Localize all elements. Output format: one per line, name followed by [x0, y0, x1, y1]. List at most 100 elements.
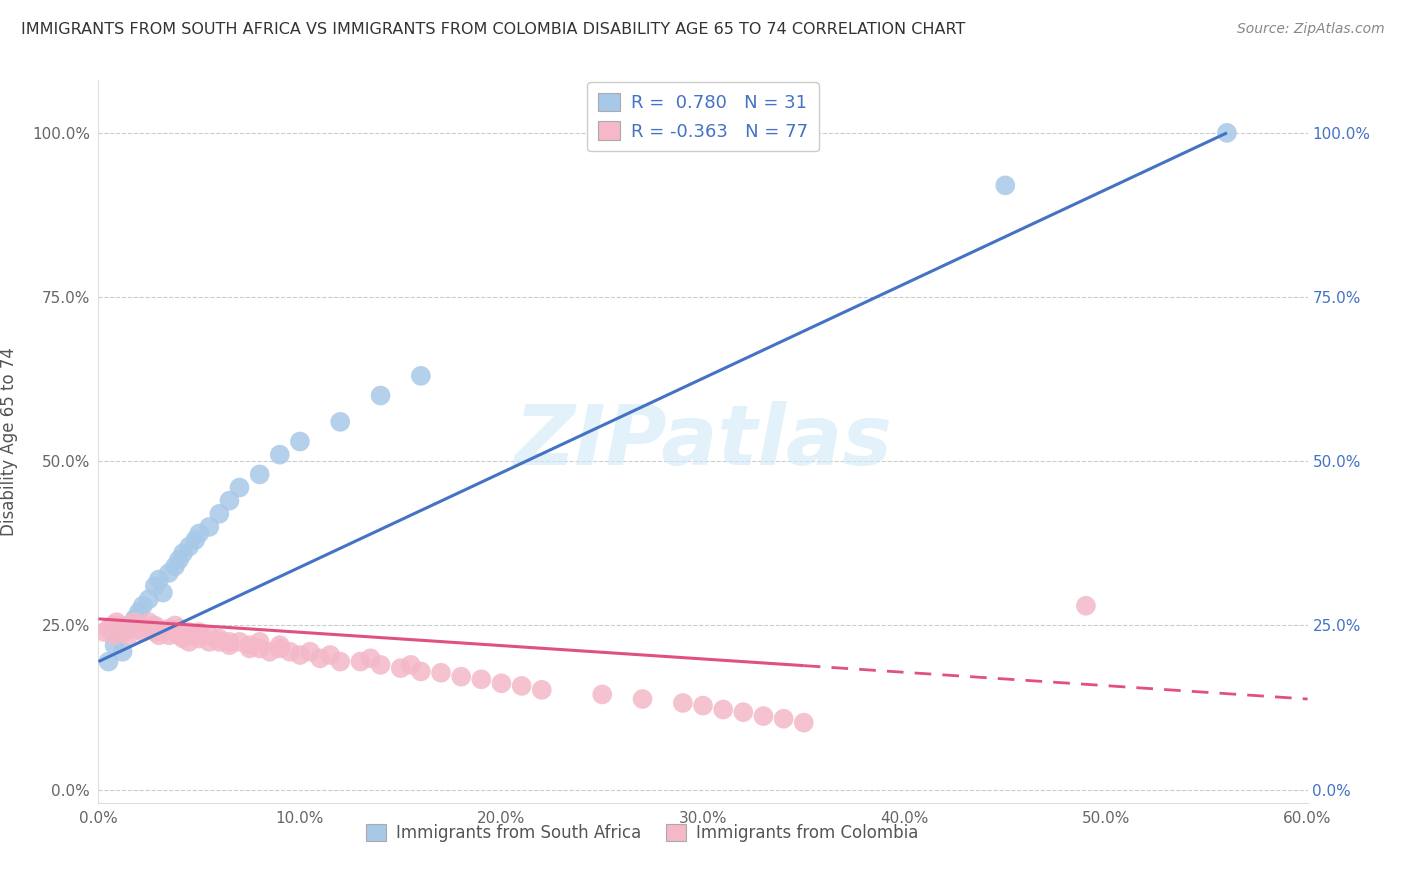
Point — [97, 622, 120, 636]
Point — [269, 448, 291, 462]
Point — [360, 651, 382, 665]
Point — [349, 655, 371, 669]
Point — [239, 641, 262, 656]
Point — [188, 526, 211, 541]
Point — [711, 702, 734, 716]
Point — [179, 635, 201, 649]
Point — [184, 533, 207, 547]
Point — [188, 632, 211, 646]
Point — [107, 625, 129, 640]
Point — [124, 622, 146, 636]
Point — [218, 638, 240, 652]
Point — [152, 625, 174, 640]
Point — [399, 657, 422, 672]
Point — [208, 507, 231, 521]
Point — [128, 622, 150, 636]
Point — [208, 632, 231, 646]
Point — [124, 615, 146, 630]
Point — [510, 679, 533, 693]
Point — [167, 622, 190, 636]
Point — [128, 618, 150, 632]
Point — [143, 579, 166, 593]
Point — [370, 657, 392, 672]
Point — [218, 493, 240, 508]
Point — [269, 638, 291, 652]
Point — [752, 709, 775, 723]
Point — [114, 625, 136, 640]
Point — [530, 682, 553, 697]
Point — [299, 645, 322, 659]
Point — [409, 368, 432, 383]
Point — [124, 612, 146, 626]
Point — [143, 618, 166, 632]
Point — [733, 705, 755, 719]
Point — [793, 715, 815, 730]
Point — [163, 625, 186, 640]
Point — [118, 618, 141, 632]
Point — [118, 618, 141, 632]
Point — [491, 676, 513, 690]
Point — [179, 540, 201, 554]
Point — [278, 645, 301, 659]
Point — [249, 635, 271, 649]
Point — [163, 559, 186, 574]
Point — [450, 670, 472, 684]
Point — [148, 573, 170, 587]
Point — [179, 625, 201, 640]
Point — [269, 641, 291, 656]
Point — [470, 673, 492, 687]
Point — [198, 628, 221, 642]
Point — [631, 692, 654, 706]
Point — [370, 388, 392, 402]
Point — [148, 622, 170, 636]
Point — [208, 635, 231, 649]
Point — [152, 585, 174, 599]
Point — [167, 553, 190, 567]
Point — [1074, 599, 1097, 613]
Point — [249, 641, 271, 656]
Point — [288, 648, 311, 662]
Point — [107, 618, 129, 632]
Point — [430, 665, 453, 680]
Text: IMMIGRANTS FROM SOUTH AFRICA VS IMMIGRANTS FROM COLOMBIA DISABILITY AGE 65 TO 74: IMMIGRANTS FROM SOUTH AFRICA VS IMMIGRAN… — [21, 22, 966, 37]
Y-axis label: Disability Age 65 to 74: Disability Age 65 to 74 — [0, 347, 18, 536]
Point — [409, 665, 432, 679]
Legend: Immigrants from South Africa, Immigrants from Colombia: Immigrants from South Africa, Immigrants… — [360, 817, 925, 848]
Point — [157, 628, 180, 642]
Point — [163, 618, 186, 632]
Point — [184, 628, 207, 642]
Point — [93, 625, 115, 640]
Text: ZIPatlas: ZIPatlas — [515, 401, 891, 482]
Point — [101, 618, 124, 632]
Point — [1216, 126, 1239, 140]
Point — [172, 546, 194, 560]
Point — [105, 615, 128, 630]
Point — [389, 661, 412, 675]
Point — [198, 520, 221, 534]
Point — [692, 698, 714, 713]
Point — [329, 415, 352, 429]
Point — [107, 622, 129, 636]
Point — [172, 632, 194, 646]
Point — [157, 622, 180, 636]
Point — [132, 599, 155, 613]
Point — [249, 467, 271, 482]
Point — [111, 645, 134, 659]
Point — [259, 645, 281, 659]
Point — [672, 696, 695, 710]
Point — [132, 625, 155, 640]
Point — [319, 648, 342, 662]
Point — [994, 178, 1017, 193]
Point — [97, 655, 120, 669]
Point — [157, 566, 180, 580]
Point — [138, 622, 160, 636]
Point — [148, 628, 170, 642]
Point — [103, 638, 125, 652]
Point — [591, 687, 613, 701]
Point — [188, 625, 211, 640]
Point — [228, 481, 250, 495]
Point — [138, 592, 160, 607]
Point — [198, 635, 221, 649]
Point — [228, 635, 250, 649]
Point — [118, 628, 141, 642]
